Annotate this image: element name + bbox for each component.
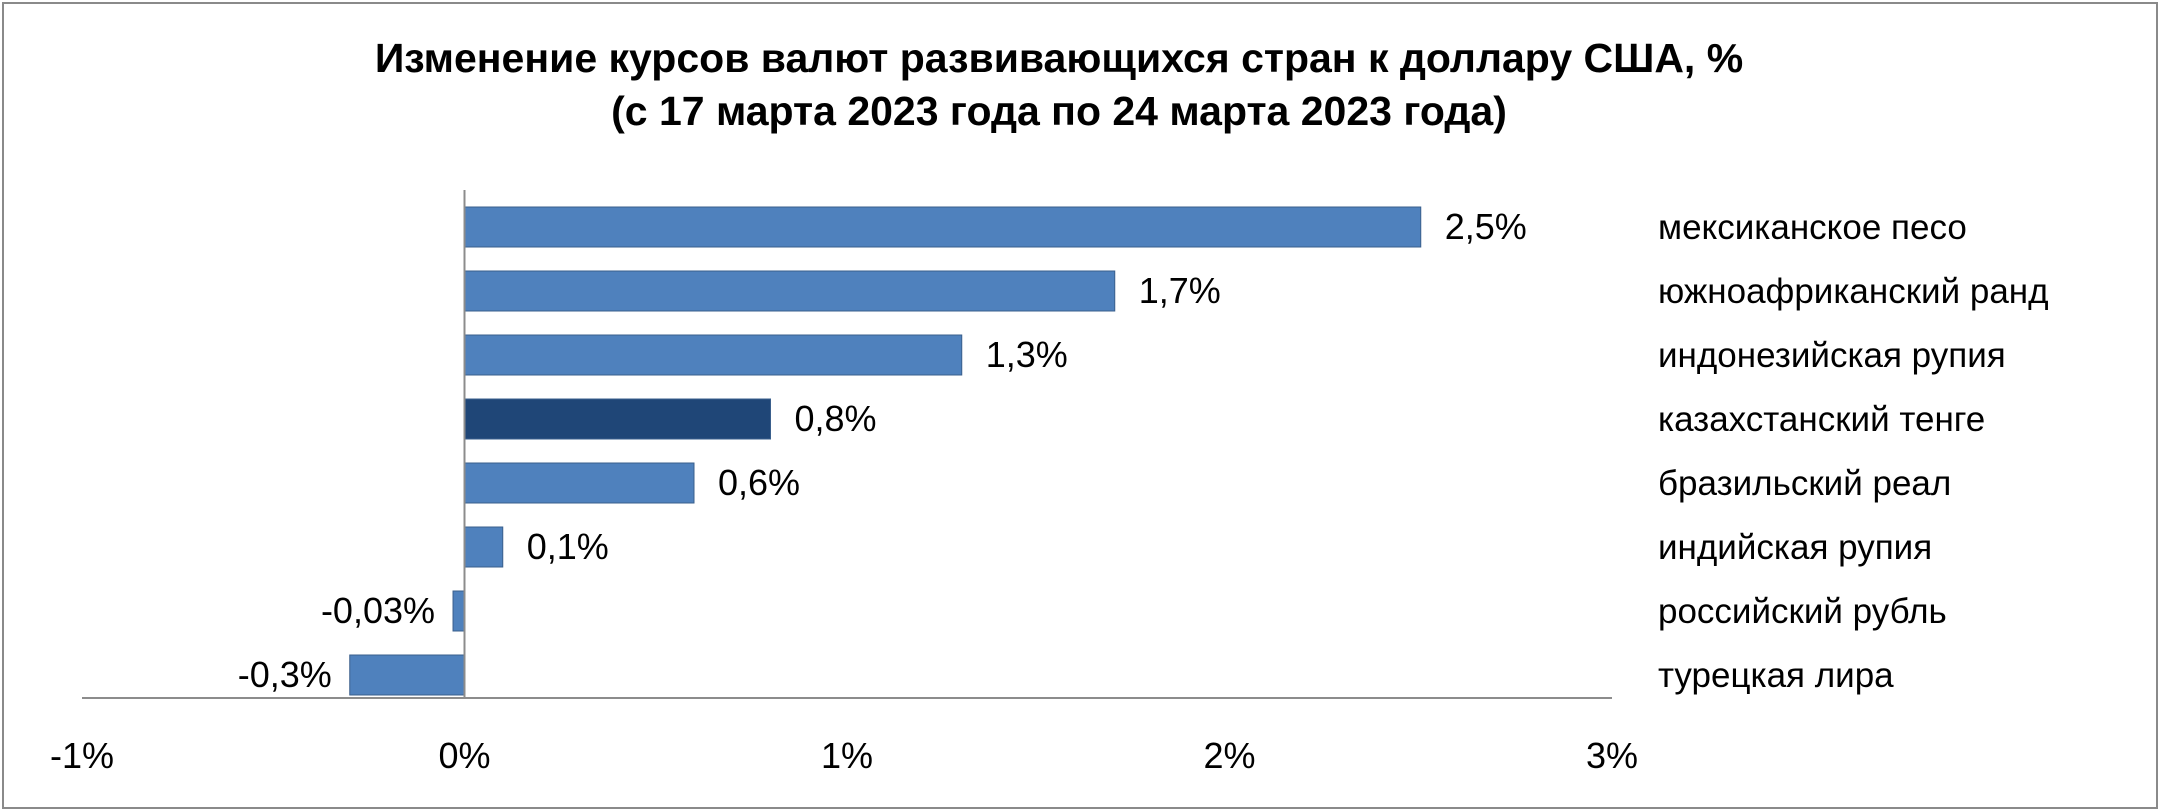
x-tick-label-2: 0% bbox=[438, 735, 490, 776]
chart-title: Изменение курсов валют развивающихся стр… bbox=[4, 32, 2114, 138]
x-tick-label-3: 1% bbox=[821, 735, 873, 776]
bar-8 bbox=[349, 654, 465, 696]
chart-subtitle-line: (с 17 марта 2023 года по 24 марта 2023 г… bbox=[611, 88, 1507, 134]
bar-7 bbox=[452, 590, 465, 632]
x-tick-label-4: 2% bbox=[1203, 735, 1255, 776]
bar-2 bbox=[464, 270, 1116, 312]
category-label-6: индийская рупия bbox=[1658, 528, 1932, 567]
x-tick-label-5: 3% bbox=[1586, 735, 1638, 776]
data-label-3: 1,3% bbox=[986, 334, 1068, 375]
data-label-6: 0,1% bbox=[527, 526, 609, 567]
bar-4 bbox=[464, 398, 771, 440]
data-label-8: -0,3% bbox=[238, 654, 332, 695]
data-label-1: 2,5% bbox=[1445, 206, 1527, 247]
x-tick-label-1: -1% bbox=[50, 735, 114, 776]
data-label-5: 0,6% bbox=[718, 462, 800, 503]
bar-5 bbox=[464, 462, 695, 504]
category-label-4: казахстанский тенге bbox=[1658, 400, 1985, 439]
chart-title-line: Изменение курсов валют развивающихся стр… bbox=[374, 35, 1744, 81]
category-label-2: южноафриканский ранд bbox=[1658, 272, 2049, 311]
category-label-8: турецкая лира bbox=[1658, 656, 1894, 695]
data-label-2: 1,7% bbox=[1139, 270, 1221, 311]
bar-1 bbox=[464, 206, 1422, 248]
data-label-4: 0,8% bbox=[795, 398, 877, 439]
category-label-1: мексиканское песо bbox=[1658, 208, 1967, 247]
category-label-7: российский рубль bbox=[1658, 592, 1947, 631]
bar-6 bbox=[464, 526, 504, 568]
bar-3 bbox=[464, 334, 963, 376]
data-label-7: -0,03% bbox=[321, 590, 435, 631]
category-label-3: индонезийская рупия bbox=[1658, 336, 2006, 375]
category-label-5: бразильский реал bbox=[1658, 464, 1951, 503]
